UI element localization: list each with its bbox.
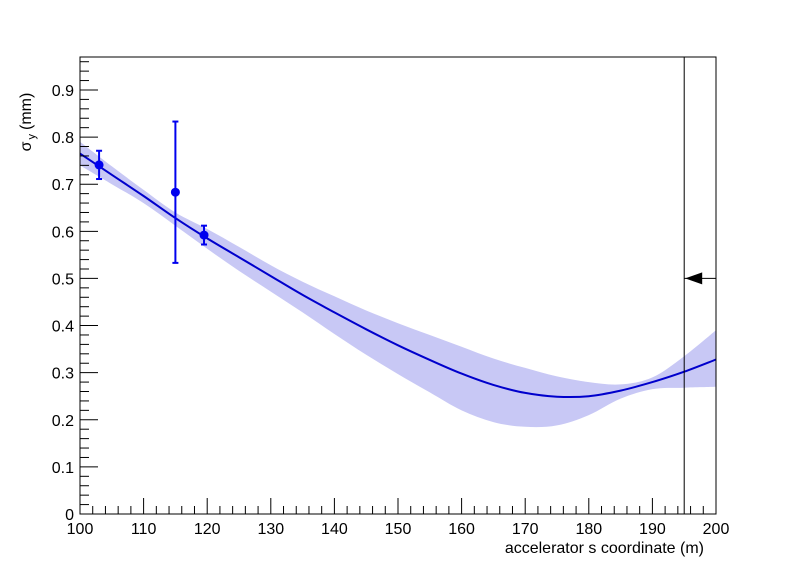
data-point-marker [94,160,104,170]
x-tick-label: 130 [257,521,284,538]
fit-curve [79,152,717,399]
x-tick-label: 190 [639,521,666,538]
x-tick-label: 140 [321,521,348,538]
y-tick-label: 0.4 [52,319,74,336]
y-tick-label: 0.8 [52,130,74,147]
data-point [199,224,209,246]
x-tick-label: 200 [703,521,730,538]
data-point-marker [170,187,180,197]
y-tick-label: 0.6 [52,224,74,241]
data-point [170,120,180,264]
y-axis-label-subscript: y [26,133,38,139]
x-axis-label: accelerator s coordinate (m) [505,540,704,557]
confidence-band-area [80,141,716,428]
y-tick-label: 0.1 [52,460,74,477]
y-tick-label: 0.2 [52,413,74,430]
y-axis-label: σy (mm) [18,93,38,152]
y-tick-label: 0.3 [52,366,74,383]
x-tick-label: 170 [512,521,539,538]
marker-arrow-head [685,272,703,285]
x-tick-label: 120 [194,521,221,538]
data-point-marker [199,230,209,240]
y-axis-label-symbol: σ [18,141,35,151]
y-axis-label-unit: (mm) [18,93,35,130]
y-tick-label: 0.9 [52,83,74,100]
position-marker [683,57,716,514]
y-axis: 0 0.1 0.2 0.3 0.4 0.5 0.6 0.7 0.8 0.9 [52,61,98,524]
x-tick-label: 110 [131,521,157,538]
confidence-band [80,141,716,428]
data-point [94,149,104,181]
x-tick-label: 180 [575,521,602,538]
x-tick-label: 160 [448,521,475,538]
data-points [94,120,209,264]
x-tick-label: 150 [385,521,412,538]
y-tick-label: 0.5 [52,271,74,288]
x-tick-label: 100 [67,521,94,538]
y-tick-label: 0.7 [52,177,74,194]
x-axis: 100 110 120 130 140 150 160 170 180 190 200 [67,498,730,538]
y-tick-label: 0 [65,507,74,524]
